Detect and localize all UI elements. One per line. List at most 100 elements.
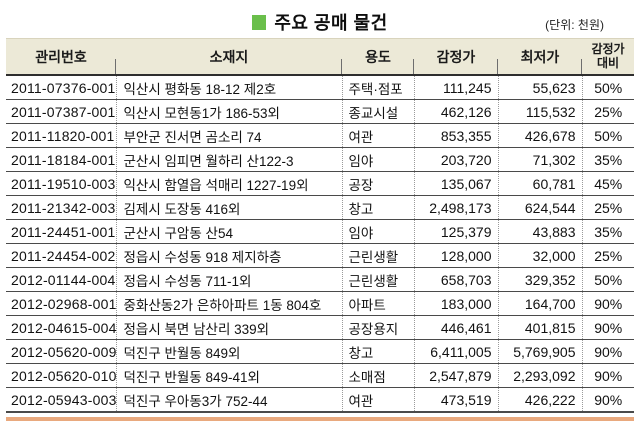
cell-management-no: 2012-01144-004 — [6, 267, 116, 292]
col-header-management-no: 관리번호 — [6, 38, 116, 76]
cell-minimum-price: 55,623 — [497, 74, 582, 100]
table-row: 2011-07387-001 익산시 모현동1가 186-53외 종교시설 462,1… — [6, 99, 634, 124]
table-row: 2012-04615-004 정읍시 북면 남산리 339외 공장용지 446,461… — [6, 315, 634, 340]
col-header-minimum-price: 최저가 — [497, 38, 582, 76]
col-header-appraisal-price: 감정가 — [413, 38, 498, 76]
cell-ratio: 25% — [581, 195, 634, 220]
cell-management-no: 2011-24451-001 — [6, 219, 116, 244]
cell-location: 익산시 평화동 18-12 제2호 — [115, 74, 342, 100]
cell-minimum-price: 624,544 — [497, 195, 582, 220]
col-header-ratio-line2: 대비 — [596, 55, 620, 70]
cell-ratio: 50% — [581, 123, 634, 148]
cell-appraisal-price: 111,245 — [413, 74, 498, 100]
cell-location: 익산시 함열읍 석매리 1227-19외 — [115, 171, 342, 196]
cell-location: 군산시 구암동 산54 — [115, 219, 342, 244]
cell-appraisal-price: 446,461 — [413, 315, 498, 340]
table-row: 2011-18184-001 군산시 임피면 월하리 산122-3 임야 203,72… — [6, 147, 634, 172]
table-row: 2012-05620-009 덕진구 반월동 849외 창고 6,411,005 5,7… — [6, 339, 634, 364]
cell-minimum-price: 60,781 — [497, 171, 582, 196]
table-row: 2012-01144-004 정읍시 수성동 711-1외 근린생활 658,703 3… — [6, 267, 634, 292]
cell-use-type: 임야 — [341, 219, 414, 244]
cell-location: 익산시 모현동1가 186-53외 — [115, 99, 342, 124]
cell-location: 덕진구 우아동3가 752-44 — [115, 387, 342, 413]
cell-minimum-price: 32,000 — [497, 243, 582, 268]
col-header-ratio-line1: 감정가 — [591, 42, 625, 57]
table-row: 2011-24454-002 정읍시 수성동 918 제지하층 근린생활 128,00… — [6, 243, 634, 268]
cell-ratio: 90% — [581, 339, 634, 364]
cell-appraisal-price: 135,067 — [413, 171, 498, 196]
title-bar: 주요 공매 물건 — [0, 9, 640, 35]
unit-note: (단위: 천원) — [545, 18, 604, 32]
col-header-ratio: 감정가 대비 — [581, 38, 634, 76]
cell-ratio: 50% — [581, 74, 634, 100]
table-row: 2012-05943-003 덕진구 우아동3가 752-44 여관 473,519 4… — [6, 387, 634, 413]
cell-use-type: 소매점 — [341, 363, 414, 388]
cell-location: 덕진구 반월동 849-41외 — [115, 363, 342, 388]
cell-management-no: 2012-04615-004 — [6, 315, 116, 340]
cell-location: 김제시 도장동 416외 — [115, 195, 342, 220]
table-row: 2012-02968-001 중화산동2가 은하아파트 1동 804호 아파트 183… — [6, 291, 634, 316]
cell-use-type: 공장 — [341, 171, 414, 196]
cell-use-type: 주택·점포 — [341, 74, 414, 100]
cell-location: 정읍시 수성동 711-1외 — [115, 267, 342, 292]
cell-use-type: 근린생활 — [341, 243, 414, 268]
cell-location: 덕진구 반월동 849외 — [115, 339, 342, 364]
table-row: 2011-11820-001 부안군 진서면 곰소리 74 여관 853,355 426… — [6, 123, 634, 148]
col-header-use-type: 용도 — [341, 38, 414, 76]
table-row: 2011-19510-003 익산시 함열읍 석매리 1227-19외 공장 135,… — [6, 171, 634, 196]
cell-management-no: 2011-07376-001 — [6, 74, 116, 100]
cell-minimum-price: 401,815 — [497, 315, 582, 340]
cell-appraisal-price: 203,720 — [413, 147, 498, 172]
cell-minimum-price: 426,222 — [497, 387, 582, 413]
cell-appraisal-price: 462,126 — [413, 99, 498, 124]
cell-use-type: 종교시설 — [341, 99, 414, 124]
cell-management-no: 2011-21342-003 — [6, 195, 116, 220]
cell-appraisal-price: 183,000 — [413, 291, 498, 316]
cell-use-type: 아파트 — [341, 291, 414, 316]
cell-ratio: 25% — [581, 99, 634, 124]
cell-management-no: 2011-07387-001 — [6, 99, 116, 124]
table-row: 2011-24451-001 군산시 구암동 산54 임야 125,379 43,883… — [6, 219, 634, 244]
cell-location: 중화산동2가 은하아파트 1동 804호 — [115, 291, 342, 316]
cell-appraisal-price: 658,703 — [413, 267, 498, 292]
cell-use-type: 여관 — [341, 387, 414, 413]
cell-minimum-price: 329,352 — [497, 267, 582, 292]
cell-location: 부안군 진서면 곰소리 74 — [115, 123, 342, 148]
cell-ratio: 90% — [581, 363, 634, 388]
cell-ratio: 35% — [581, 219, 634, 244]
cell-management-no: 2012-05943-003 — [6, 387, 116, 413]
title-bullet-icon — [252, 14, 267, 30]
cell-ratio: 90% — [581, 387, 634, 413]
cell-appraisal-price: 853,355 — [413, 123, 498, 148]
cell-minimum-price: 43,883 — [497, 219, 582, 244]
cell-management-no: 2011-11820-001 — [6, 123, 116, 148]
cell-appraisal-price: 128,000 — [413, 243, 498, 268]
cell-location: 정읍시 북면 남산리 339외 — [115, 315, 342, 340]
cell-management-no: 2011-19510-003 — [6, 171, 116, 196]
cell-management-no: 2011-24454-002 — [6, 243, 116, 268]
cell-minimum-price: 2,293,092 — [497, 363, 582, 388]
col-header-location: 소재지 — [115, 38, 342, 76]
cell-appraisal-price: 125,379 — [413, 219, 498, 244]
table-row: 2012-05620-010 덕진구 반월동 849-41외 소매점 2,547,87… — [6, 363, 634, 388]
cell-use-type: 여관 — [341, 123, 414, 148]
cell-minimum-price: 426,678 — [497, 123, 582, 148]
cell-ratio: 90% — [581, 315, 634, 340]
cell-management-no: 2012-02968-001 — [6, 291, 116, 316]
table-row: 2011-07376-001 익산시 평화동 18-12 제2호 주택·점포 111,… — [6, 74, 634, 100]
cell-minimum-price: 164,700 — [497, 291, 582, 316]
auction-table-wrap: 관리번호 소재지 용도 감정가 최저가 감정가 대비 2011-07376-00… — [6, 38, 634, 413]
table-header: 관리번호 소재지 용도 감정가 최저가 감정가 대비 — [6, 38, 634, 76]
cell-management-no: 2011-18184-001 — [6, 147, 116, 172]
cell-appraisal-price: 473,519 — [413, 387, 498, 413]
cell-use-type: 근린생활 — [341, 267, 414, 292]
cell-use-type: 공장용지 — [341, 315, 414, 340]
cell-location: 정읍시 수성동 918 제지하층 — [115, 243, 342, 268]
cell-use-type: 창고 — [341, 195, 414, 220]
cell-minimum-price: 115,532 — [497, 99, 582, 124]
cell-appraisal-price: 6,411,005 — [413, 339, 498, 364]
cell-management-no: 2012-05620-010 — [6, 363, 116, 388]
cell-use-type: 창고 — [341, 339, 414, 364]
table-body: 2011-07376-001 익산시 평화동 18-12 제2호 주택·점포 111,… — [6, 74, 634, 413]
